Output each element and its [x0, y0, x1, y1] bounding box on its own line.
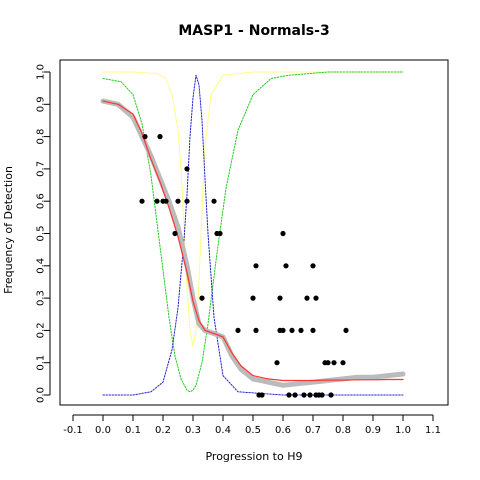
- green-curve: [102, 71, 404, 393]
- y-tick-label: 0.1: [36, 355, 47, 371]
- x-tick-label: 0.0: [95, 425, 111, 436]
- x-tick-label: 0.5: [245, 425, 261, 436]
- data-point: [340, 360, 346, 366]
- data-point: [172, 230, 178, 237]
- data-point: [289, 327, 295, 333]
- data-point: [211, 198, 217, 204]
- data-point: [235, 327, 241, 333]
- y-axis-label: Frequency of Detection: [2, 166, 15, 294]
- y-tick-label: 0.9: [36, 96, 47, 112]
- yellow-curve: [102, 71, 404, 348]
- data-point: [250, 295, 256, 301]
- data-point: [253, 327, 259, 333]
- data-point: [283, 263, 289, 269]
- data-point: [328, 392, 334, 398]
- x-tick-label: 1.1: [425, 425, 441, 436]
- data-point: [292, 392, 298, 398]
- data-point: [277, 295, 283, 301]
- data-point: [343, 327, 349, 333]
- y-tick-label: 0.7: [36, 161, 47, 177]
- data-point: [184, 166, 190, 172]
- data-point: [331, 360, 337, 366]
- data-point: [157, 134, 163, 140]
- y-tick-label: 0.8: [36, 129, 47, 145]
- data-point: [139, 198, 145, 204]
- y-tick-label: 1.0: [36, 64, 47, 80]
- data-point: [217, 230, 223, 237]
- data-point: [253, 263, 259, 269]
- data-point: [286, 392, 292, 398]
- x-tick-label: 0.4: [215, 425, 231, 436]
- data-point: [274, 360, 280, 366]
- x-tick-label: -0.1: [63, 425, 83, 436]
- y-tick-label: 0.0: [36, 387, 47, 403]
- data-point: [304, 295, 310, 301]
- data-point: [319, 392, 325, 398]
- data-point: [313, 295, 319, 301]
- data-point: [325, 360, 331, 366]
- data-point: [199, 295, 205, 301]
- y-axis: 0.0 0.1 0.2 0.3 0.4 0.5 0.6 0.7 0.8 0.9 1.0: [36, 64, 51, 403]
- data-point: [310, 263, 316, 269]
- y-tick-label: 0.3: [36, 290, 47, 306]
- x-tick-label: 1.0: [395, 425, 411, 436]
- data-point: [184, 198, 190, 204]
- blue-curve: [102, 74, 404, 396]
- series-group: [100, 71, 406, 398]
- y-tick-label: 0.2: [36, 322, 47, 338]
- x-tick-label: 0.8: [335, 425, 351, 436]
- data-point: [163, 198, 169, 204]
- x-axis: -0.1 0.0 0.1 0.2 0.3 0.4 0.5 0.6 0.7 0.8 0.9 1.0 1.1: [63, 414, 441, 436]
- data-point: [280, 230, 286, 237]
- x-tick-label: 0.7: [305, 425, 321, 436]
- y-tick-label: 0.4: [36, 258, 47, 274]
- data-point: [154, 198, 160, 204]
- data-point: [280, 327, 286, 333]
- x-tick-label: 0.3: [185, 425, 201, 436]
- fit-curve: [102, 100, 404, 382]
- x-tick-label: 0.6: [275, 425, 291, 436]
- y-tick-label: 0.5: [36, 226, 47, 242]
- data-point: [301, 392, 307, 398]
- data-point: [142, 134, 148, 140]
- x-axis-label: Progression to H9: [205, 450, 302, 463]
- data-point: [298, 327, 304, 333]
- data-point: [259, 392, 265, 398]
- plot-frame: [59, 59, 449, 406]
- points-series: [139, 134, 349, 398]
- x-tick-label: 0.1: [125, 425, 141, 436]
- plot-area: -0.1 0.0 0.1 0.2 0.3 0.4 0.5 0.6 0.7 0.8 0.9 1.0 1.1…: [36, 59, 449, 436]
- x-tick-label: 0.9: [365, 425, 381, 436]
- y-tick-label: 0.6: [36, 193, 47, 209]
- data-point: [310, 327, 316, 333]
- data-point: [175, 198, 181, 204]
- x-tick-label: 0.2: [155, 425, 171, 436]
- chart-title: MASP1 - Normals-3: [178, 23, 329, 39]
- data-point: [307, 392, 313, 398]
